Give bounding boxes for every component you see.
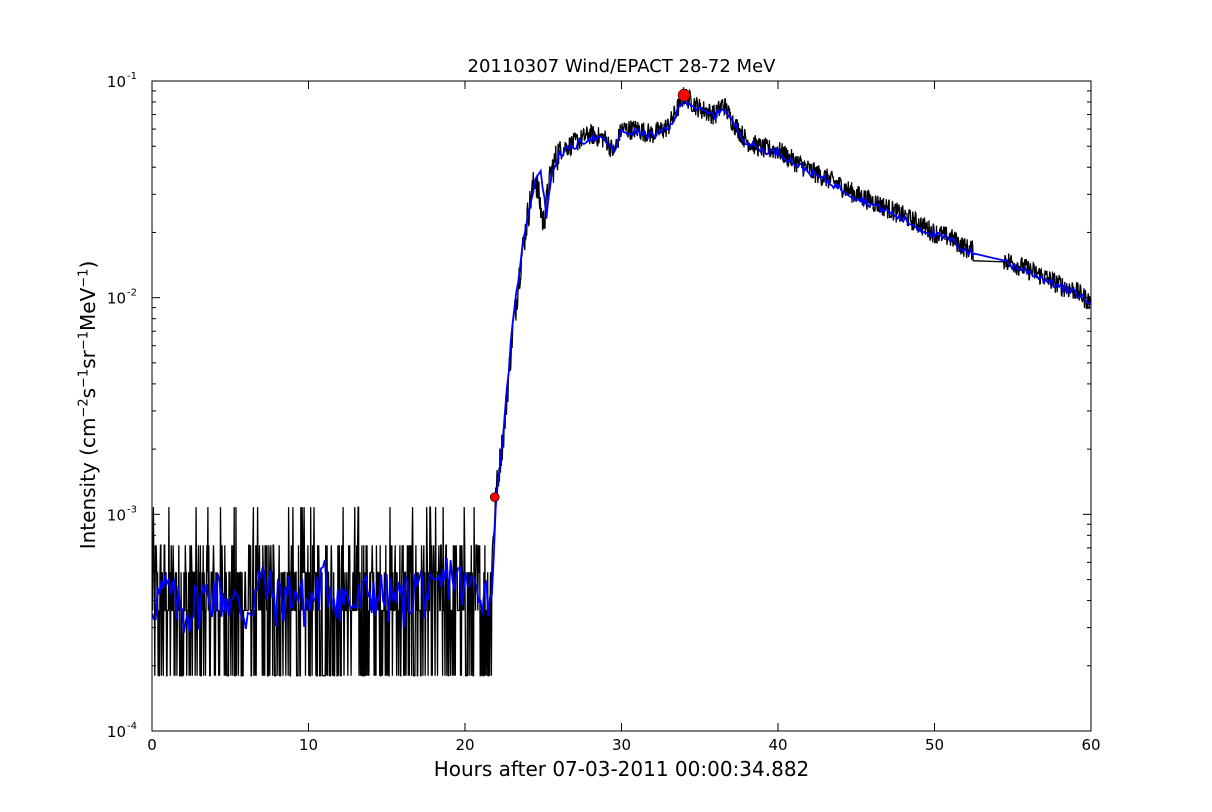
onset-marker	[489, 492, 500, 502]
x-tick-label: 40	[768, 736, 787, 754]
x-tick-label: 10	[299, 736, 318, 754]
x-tick-label: 60	[1081, 736, 1100, 754]
x-tick-label: 30	[612, 736, 631, 754]
y-tick-label-exponent: -1	[127, 71, 137, 82]
y-tick-label-exponent: -3	[127, 504, 137, 515]
chart-title: 20110307 Wind/EPACT 28-72 MeV	[467, 56, 776, 77]
y-tick-label-exponent: -2	[127, 288, 137, 299]
y-tick-label: 10	[107, 723, 126, 741]
peak-marker	[677, 88, 691, 102]
x-axis-label: Hours after 07-03-2011 00:00:34.882	[433, 757, 810, 781]
y-tick-label-exponent: -4	[127, 721, 137, 732]
x-tick-label: 20	[455, 736, 474, 754]
raw-intensity-line	[152, 87, 1091, 677]
smoothed-intensity-line	[152, 95, 1091, 633]
y-tick-label: 10	[107, 73, 126, 91]
x-tick-label: 0	[147, 736, 157, 754]
axes-frame	[151, 80, 1092, 732]
y-tick-label: 10	[107, 290, 126, 308]
x-tick-label: 50	[925, 736, 944, 754]
y-tick-label: 10	[107, 506, 126, 524]
